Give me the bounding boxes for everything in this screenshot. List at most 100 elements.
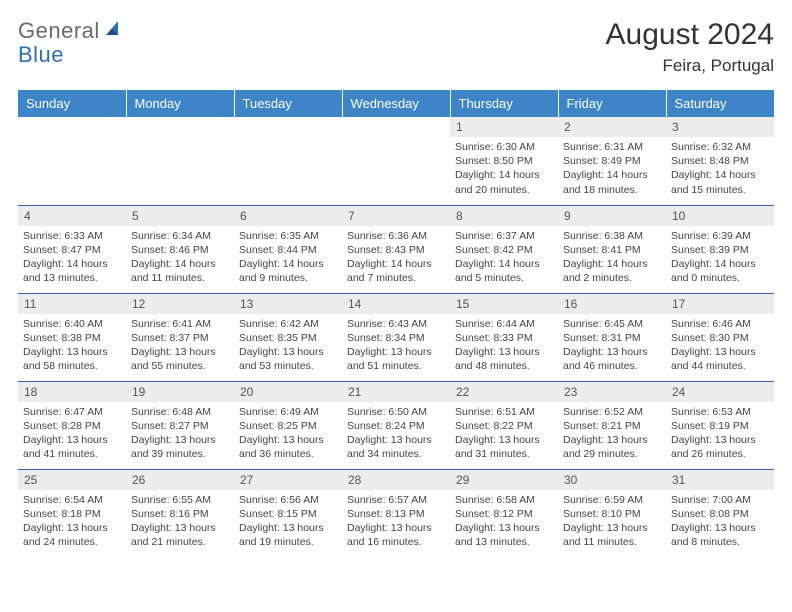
daylight-text: Daylight: 13 hours and 53 minutes. [239, 345, 337, 373]
daylight-text: Daylight: 14 hours and 5 minutes. [455, 257, 553, 285]
day-number: 8 [450, 206, 558, 226]
daylight-text: Daylight: 14 hours and 9 minutes. [239, 257, 337, 285]
day-details: Sunrise: 6:43 AMSunset: 8:34 PMDaylight:… [342, 314, 450, 378]
day-details: Sunrise: 6:52 AMSunset: 8:21 PMDaylight:… [558, 402, 666, 466]
sunset-text: Sunset: 8:35 PM [239, 331, 337, 345]
sunset-text: Sunset: 8:15 PM [239, 507, 337, 521]
sunrise-text: Sunrise: 6:56 AM [239, 493, 337, 507]
sunrise-text: Sunrise: 6:58 AM [455, 493, 553, 507]
sunrise-text: Sunrise: 6:55 AM [131, 493, 229, 507]
calendar-header-row: Sunday Monday Tuesday Wednesday Thursday… [18, 90, 774, 117]
daylight-text: Daylight: 13 hours and 58 minutes. [23, 345, 121, 373]
calendar-day-cell: 27Sunrise: 6:56 AMSunset: 8:15 PMDayligh… [234, 469, 342, 557]
sunset-text: Sunset: 8:13 PM [347, 507, 445, 521]
calendar-day-cell: 9Sunrise: 6:38 AMSunset: 8:41 PMDaylight… [558, 205, 666, 293]
day-details: Sunrise: 6:47 AMSunset: 8:28 PMDaylight:… [18, 402, 126, 466]
sunrise-text: Sunrise: 6:39 AM [671, 229, 769, 243]
calendar-day-cell: 15Sunrise: 6:44 AMSunset: 8:33 PMDayligh… [450, 293, 558, 381]
day-number: 31 [666, 470, 774, 490]
sunrise-text: Sunrise: 6:52 AM [563, 405, 661, 419]
day-number: 26 [126, 470, 234, 490]
brand-part2-wrap: Blue [18, 42, 64, 68]
daylight-text: Daylight: 13 hours and 29 minutes. [563, 433, 661, 461]
daylight-text: Daylight: 13 hours and 8 minutes. [671, 521, 769, 549]
day-number: 13 [234, 294, 342, 314]
calendar-day-cell: 7 Sunrise: 6:36 AMSunset: 8:43 PMDaylight… [342, 205, 450, 293]
day-details: Sunrise: 6:51 AMSunset: 8:22 PMDaylight:… [450, 402, 558, 466]
sunrise-text: Sunrise: 6:32 AM [671, 140, 769, 154]
daylight-text: Daylight: 13 hours and 44 minutes. [671, 345, 769, 373]
month-title: August 2024 [606, 18, 774, 52]
sunrise-text: Sunrise: 6:57 AM [347, 493, 445, 507]
day-number: 4 [18, 206, 126, 226]
calendar-day-cell: 13Sunrise: 6:42 AMSunset: 8:35 PMDayligh… [234, 293, 342, 381]
sunset-text: Sunset: 8:43 PM [347, 243, 445, 257]
daylight-text: Daylight: 13 hours and 48 minutes. [455, 345, 553, 373]
day-details: Sunrise: 6:44 AMSunset: 8:33 PMDaylight:… [450, 314, 558, 378]
calendar-day-cell: 20Sunrise: 6:49 AMSunset: 8:25 PMDayligh… [234, 381, 342, 469]
calendar-week-row: 18Sunrise: 6:47 AMSunset: 8:28 PMDayligh… [18, 381, 774, 469]
daylight-text: Daylight: 13 hours and 24 minutes. [23, 521, 121, 549]
sunrise-text: Sunrise: 6:44 AM [455, 317, 553, 331]
calendar-day-cell: 4Sunrise: 6:33 AMSunset: 8:47 PMDaylight… [18, 205, 126, 293]
day-number: 19 [126, 382, 234, 402]
sunrise-text: Sunrise: 6:48 AM [131, 405, 229, 419]
day-details: Sunrise: 6:42 AMSunset: 8:35 PMDaylight:… [234, 314, 342, 378]
daylight-text: Daylight: 14 hours and 7 minutes. [347, 257, 445, 285]
sunset-text: Sunset: 8:41 PM [563, 243, 661, 257]
day-number: 18 [18, 382, 126, 402]
calendar-day-cell: 17Sunrise: 6:46 AMSunset: 8:30 PMDayligh… [666, 293, 774, 381]
calendar-day-cell: 24Sunrise: 6:53 AMSunset: 8:19 PMDayligh… [666, 381, 774, 469]
calendar-day-cell: 21Sunrise: 6:50 AMSunset: 8:24 PMDayligh… [342, 381, 450, 469]
day-number: 29 [450, 470, 558, 490]
daylight-text: Daylight: 14 hours and 2 minutes. [563, 257, 661, 285]
sunrise-text: Sunrise: 7:00 AM [671, 493, 769, 507]
weekday-header: Thursday [450, 90, 558, 117]
day-details: Sunrise: 6:40 AMSunset: 8:38 PMDaylight:… [18, 314, 126, 378]
day-details: Sunrise: 7:00 AMSunset: 8:08 PMDaylight:… [666, 490, 774, 554]
day-details: Sunrise: 6:30 AMSunset: 8:50 PMDaylight:… [450, 137, 558, 201]
sunrise-text: Sunrise: 6:41 AM [131, 317, 229, 331]
calendar-day-cell: 23Sunrise: 6:52 AMSunset: 8:21 PMDayligh… [558, 381, 666, 469]
sunrise-text: Sunrise: 6:42 AM [239, 317, 337, 331]
day-number: 16 [558, 294, 666, 314]
calendar-day-cell: 29Sunrise: 6:58 AMSunset: 8:12 PMDayligh… [450, 469, 558, 557]
sunrise-text: Sunrise: 6:38 AM [563, 229, 661, 243]
daylight-text: Daylight: 13 hours and 55 minutes. [131, 345, 229, 373]
day-number: 15 [450, 294, 558, 314]
day-number: 5 [126, 206, 234, 226]
day-details: Sunrise: 6:38 AMSunset: 8:41 PMDaylight:… [558, 226, 666, 290]
day-details: Sunrise: 6:39 AMSunset: 8:39 PMDaylight:… [666, 226, 774, 290]
day-number: 28 [342, 470, 450, 490]
day-details: Sunrise: 6:50 AMSunset: 8:24 PMDaylight:… [342, 402, 450, 466]
day-details: Sunrise: 6:59 AMSunset: 8:10 PMDaylight:… [558, 490, 666, 554]
daylight-text: Daylight: 13 hours and 39 minutes. [131, 433, 229, 461]
day-number: 7 [342, 206, 450, 226]
day-number: 2 [558, 117, 666, 137]
sunrise-text: Sunrise: 6:51 AM [455, 405, 553, 419]
sunrise-text: Sunrise: 6:47 AM [23, 405, 121, 419]
daylight-text: Daylight: 13 hours and 11 minutes. [563, 521, 661, 549]
day-number: 24 [666, 382, 774, 402]
day-number: 20 [234, 382, 342, 402]
sunrise-text: Sunrise: 6:45 AM [563, 317, 661, 331]
weekday-header: Friday [558, 90, 666, 117]
day-number [234, 117, 342, 137]
daylight-text: Daylight: 13 hours and 13 minutes. [455, 521, 553, 549]
sunset-text: Sunset: 8:42 PM [455, 243, 553, 257]
sunrise-text: Sunrise: 6:53 AM [671, 405, 769, 419]
day-details: Sunrise: 6:31 AMSunset: 8:49 PMDaylight:… [558, 137, 666, 201]
sunrise-text: Sunrise: 6:50 AM [347, 405, 445, 419]
sunrise-text: Sunrise: 6:36 AM [347, 229, 445, 243]
sunset-text: Sunset: 8:49 PM [563, 154, 661, 168]
day-number: 6 [234, 206, 342, 226]
calendar-day-cell: 3Sunrise: 6:32 AMSunset: 8:48 PMDaylight… [666, 117, 774, 205]
calendar-day-cell: 2Sunrise: 6:31 AMSunset: 8:49 PMDaylight… [558, 117, 666, 205]
sunset-text: Sunset: 8:25 PM [239, 419, 337, 433]
sunrise-text: Sunrise: 6:49 AM [239, 405, 337, 419]
day-details: Sunrise: 6:54 AMSunset: 8:18 PMDaylight:… [18, 490, 126, 554]
sunrise-text: Sunrise: 6:30 AM [455, 140, 553, 154]
sail-icon [104, 19, 124, 44]
weekday-header: Wednesday [342, 90, 450, 117]
day-number: 17 [666, 294, 774, 314]
